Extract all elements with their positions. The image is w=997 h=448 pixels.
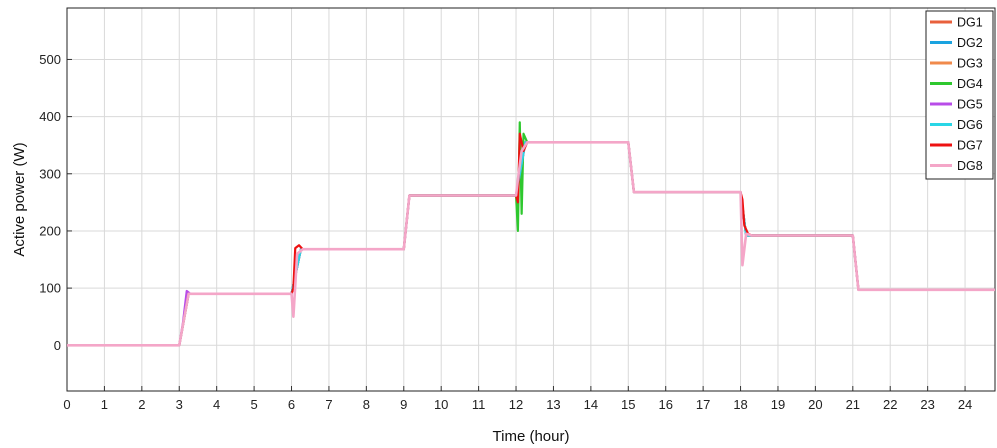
- series-group: [67, 121, 995, 347]
- x-tick-label: 12: [509, 397, 523, 412]
- y-tick-label: 500: [39, 52, 61, 67]
- y-tick-label: 100: [39, 281, 61, 296]
- x-tick-label: 11: [472, 397, 486, 412]
- series-line-dg4: [67, 121, 995, 347]
- legend-box: [925, 10, 994, 180]
- legend-label: DG4: [957, 77, 983, 91]
- legend-label: DG8: [957, 159, 983, 173]
- x-tick-label: 5: [250, 397, 257, 412]
- x-tick-label: 20: [808, 397, 822, 412]
- x-tick-label: 1: [101, 397, 108, 412]
- legend-label: DG7: [957, 139, 983, 153]
- legend-label: DG1: [957, 16, 983, 30]
- series-line-dg7: [67, 132, 995, 347]
- x-tick-label: 17: [696, 397, 710, 412]
- x-tick-label: 0: [63, 397, 70, 412]
- y-axis-label: Active power (W): [11, 142, 28, 256]
- series-line-dg6: [67, 141, 995, 347]
- legend-label: DG6: [957, 118, 983, 132]
- legend: DG1 DG2 DG3 DG4 DG5 DG6 DG7 DG8: [925, 10, 994, 180]
- y-tick-label: 0: [54, 338, 61, 353]
- y-tick-label: 300: [39, 166, 61, 181]
- legend-label: DG5: [957, 98, 983, 112]
- x-tick-label: 8: [363, 397, 370, 412]
- x-tick-label: 24: [958, 397, 972, 412]
- x-tick-label: 23: [920, 397, 934, 412]
- x-tick-label: 2: [138, 397, 145, 412]
- x-tick-label: 14: [584, 397, 598, 412]
- series-line-dg1: [67, 141, 995, 347]
- series-line-dg5: [67, 141, 995, 347]
- axes: 0 1 2 3 4 5 6 7 8 9 10 11 12 13 14 15 16 17 18 19 20 21 22 23 24…: [39, 7, 996, 412]
- x-tick-label: 18: [733, 397, 747, 412]
- x-tick-label: 19: [771, 397, 785, 412]
- x-tick-label: 10: [434, 397, 448, 412]
- x-tick-label: 7: [325, 397, 332, 412]
- grid: [66, 8, 995, 391]
- x-tick-label: 13: [546, 397, 560, 412]
- x-tick-label: 16: [658, 397, 672, 412]
- legend-label: DG2: [957, 36, 983, 50]
- x-axis-label: Time (hour): [493, 428, 570, 445]
- x-tick-label: 22: [883, 397, 897, 412]
- x-tick-label: 15: [621, 397, 635, 412]
- y-tick-label: 200: [39, 223, 61, 238]
- x-tick-label: 6: [288, 397, 295, 412]
- legend-label: DG3: [957, 57, 983, 71]
- series-line-dg3: [67, 141, 995, 347]
- y-tick-label: 400: [39, 109, 61, 124]
- series-line-dg8: [67, 141, 995, 347]
- x-tick-label: 21: [846, 397, 860, 412]
- series-line-dg2: [67, 141, 995, 347]
- x-tick-label: 3: [176, 397, 183, 412]
- x-tick-label: 9: [400, 397, 407, 412]
- plot-frame: [66, 7, 996, 392]
- x-tick-label: 4: [213, 397, 220, 412]
